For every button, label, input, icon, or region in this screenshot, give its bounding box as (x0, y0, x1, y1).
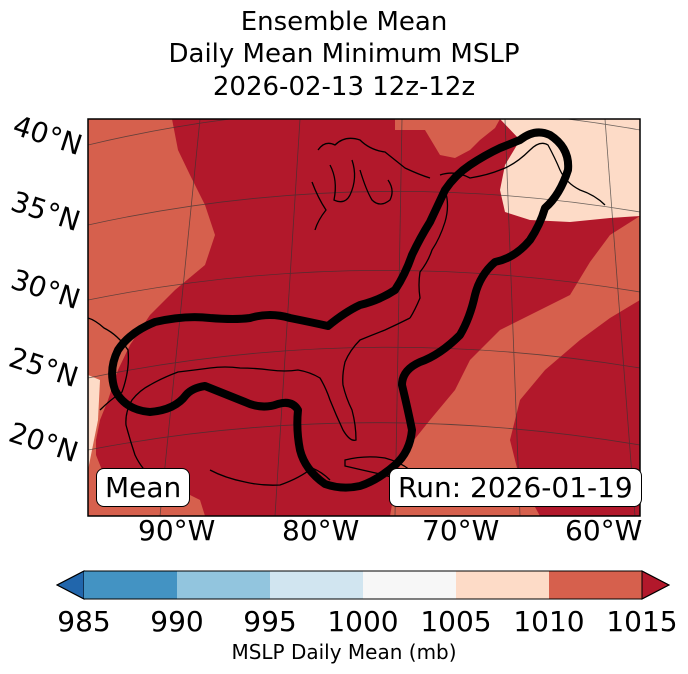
colorbar-tick-990: 990 (150, 605, 204, 638)
colorbar-swatch-990-995 (177, 571, 270, 599)
title-line-3: 2026-02-13 12z-12z (212, 72, 476, 102)
colorbar-max-extend (641, 570, 671, 600)
graticule (88, 119, 640, 516)
colorbar-min-extend (55, 570, 85, 600)
colorbar-tick-985: 985 (57, 605, 111, 638)
pressure-field-high (96, 119, 640, 516)
title-line-2: Daily Mean Minimum MSLP (168, 39, 520, 69)
run-date-box: Run: 2026-01-19 (389, 468, 642, 507)
colorbar-tick-1015: 1015 (606, 605, 678, 638)
colorbar-swatch-1005-1010 (456, 571, 549, 599)
pressure-field-high-east (510, 300, 640, 516)
lon-label-90w: 90°W (138, 514, 216, 547)
colorbar-tick-1005: 1005 (420, 605, 492, 638)
colorbar-tick-1010: 1010 (513, 605, 585, 638)
mean-label-box: Mean (96, 468, 191, 507)
colorbar-tick-995: 995 (243, 605, 297, 638)
colorbar-tick-1000: 1000 (327, 605, 399, 638)
map-frame (87, 118, 641, 517)
colorbar-swatch-1000-1005 (363, 571, 456, 599)
colorbar-swatch-1010-1015 (549, 571, 642, 599)
pressure-field-southwest (88, 375, 100, 470)
colorbar-outline (55, 570, 671, 600)
colorbar (55, 570, 671, 600)
pressure-contour (108, 128, 573, 492)
colorbar-label: MSLP Daily Mean (mb) (231, 640, 457, 664)
lon-label-70w: 70°W (422, 514, 500, 547)
colorbar-swatch-995-1000 (270, 571, 363, 599)
map-area (88, 119, 640, 516)
colorbar-swatch-985-990 (84, 571, 177, 599)
lon-label-60w: 60°W (565, 514, 643, 547)
title-line-1: Ensemble Mean (240, 7, 448, 37)
lon-label-80w: 80°W (282, 514, 360, 547)
